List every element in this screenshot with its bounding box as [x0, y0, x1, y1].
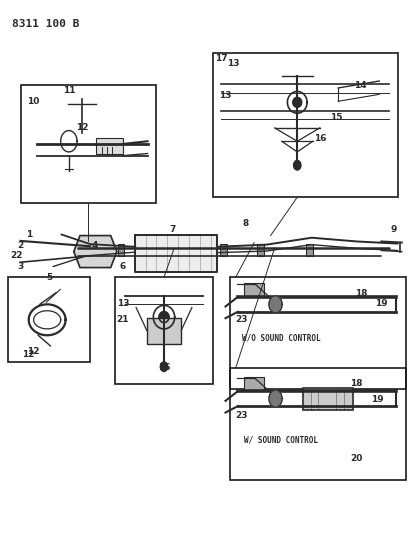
Text: 20: 20 — [350, 454, 362, 463]
Polygon shape — [159, 312, 169, 322]
Circle shape — [160, 362, 167, 372]
Text: 14: 14 — [354, 81, 366, 90]
Text: 6: 6 — [119, 262, 126, 271]
Circle shape — [293, 160, 300, 170]
Text: 8: 8 — [242, 220, 249, 228]
Text: 3: 3 — [17, 262, 24, 271]
Text: 18: 18 — [354, 289, 366, 297]
Bar — [115, 277, 213, 384]
Polygon shape — [292, 98, 301, 107]
Bar — [256, 244, 263, 256]
Text: 16: 16 — [313, 134, 325, 143]
Bar — [8, 277, 90, 362]
Text: 12: 12 — [76, 124, 88, 132]
Bar — [303, 388, 352, 410]
Text: 1: 1 — [25, 230, 32, 239]
Text: 19: 19 — [374, 300, 387, 308]
Bar — [20, 85, 155, 203]
Bar — [243, 283, 263, 296]
Bar — [229, 368, 405, 480]
Text: 21: 21 — [117, 316, 129, 324]
Bar — [213, 53, 397, 197]
Bar — [220, 244, 226, 256]
Text: 23: 23 — [235, 411, 247, 420]
Text: 17: 17 — [215, 54, 227, 63]
Text: 13: 13 — [219, 92, 231, 100]
Text: 18: 18 — [350, 379, 362, 388]
Polygon shape — [135, 235, 217, 272]
Bar — [306, 244, 312, 256]
Text: 8311 100 B: 8311 100 B — [12, 19, 80, 29]
Bar — [96, 138, 123, 154]
Text: W/O SOUND CONTROL: W/O SOUND CONTROL — [241, 334, 319, 343]
Text: 10: 10 — [27, 97, 39, 106]
Text: 13: 13 — [117, 300, 129, 308]
Text: 22: 22 — [10, 252, 22, 260]
Text: 2: 2 — [17, 241, 24, 249]
Text: 12: 12 — [22, 350, 35, 359]
Text: 11: 11 — [63, 86, 76, 95]
Circle shape — [268, 390, 281, 407]
Text: 16: 16 — [157, 364, 170, 372]
Text: 23: 23 — [235, 316, 247, 324]
Text: 4: 4 — [91, 241, 97, 249]
Text: 9: 9 — [389, 225, 396, 233]
Text: 13: 13 — [227, 60, 239, 68]
Text: 12: 12 — [27, 348, 39, 356]
Text: 5: 5 — [46, 273, 52, 281]
Polygon shape — [74, 236, 117, 268]
Text: W/ SOUND CONTROL: W/ SOUND CONTROL — [243, 435, 317, 444]
Text: 19: 19 — [370, 395, 382, 404]
Text: 7: 7 — [169, 225, 175, 233]
Bar — [229, 277, 405, 389]
Bar — [117, 244, 124, 256]
Bar — [243, 377, 263, 390]
Text: 15: 15 — [329, 113, 342, 122]
Circle shape — [268, 296, 281, 313]
Bar — [146, 318, 181, 344]
